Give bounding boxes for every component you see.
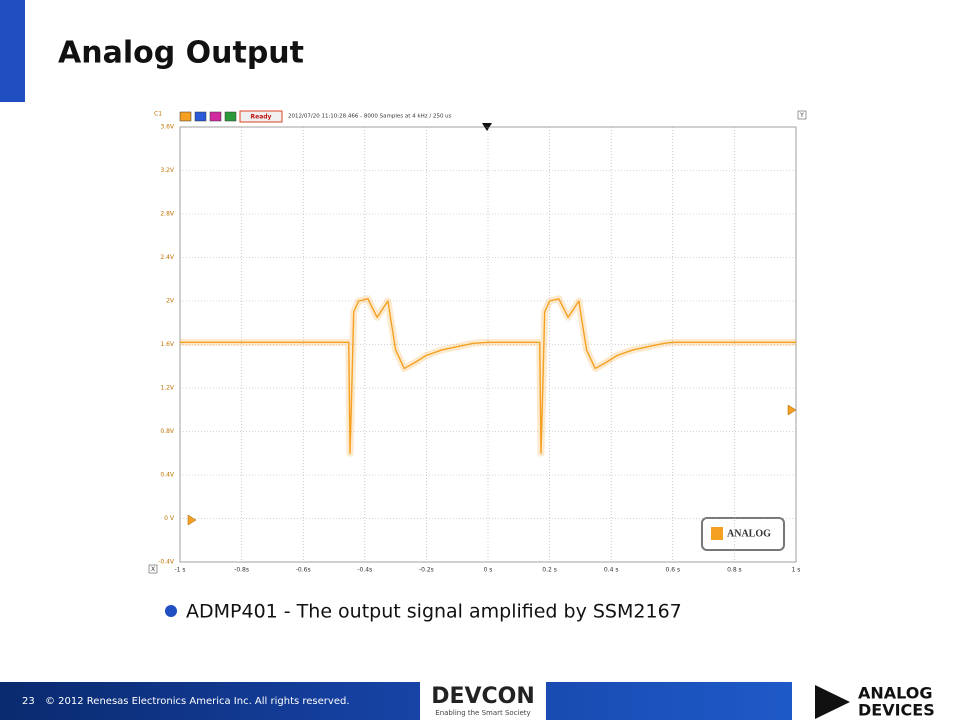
watermark-icon	[711, 527, 723, 540]
y-tick-label: 0.8V	[160, 428, 175, 435]
y-tick-label: 1.6V	[160, 341, 175, 348]
grid	[179, 126, 797, 563]
y-tick-label: 2V	[166, 298, 175, 305]
y-tick-label: 2.8V	[160, 211, 175, 218]
channel-button[interactable]	[179, 111, 192, 122]
y-tick-label: -0.4V	[158, 559, 175, 566]
x-tick-label: 1 s	[792, 567, 801, 574]
x-tick-label: 0.4 s	[604, 567, 619, 574]
channel-button[interactable]	[209, 111, 222, 122]
slide-title: Analog Output	[58, 36, 304, 71]
y-button-label: Y	[799, 112, 804, 119]
channel-button[interactable]	[194, 111, 207, 122]
y-tick-label: 2.4V	[160, 254, 175, 261]
page-number: 23	[22, 696, 35, 707]
y-tick-label: 0 V	[164, 515, 175, 522]
y-button[interactable]	[797, 110, 807, 120]
x-tick-label: -1 s	[174, 567, 185, 574]
y-tick-label: 1.2V	[160, 385, 175, 392]
channel-label: C1	[154, 111, 162, 118]
ground-marker	[187, 514, 197, 526]
status-box	[239, 110, 283, 123]
channel-button[interactable]	[224, 111, 237, 122]
watermark: ANALOG	[727, 528, 771, 539]
x-tick-label: 0 s	[484, 567, 493, 574]
x-button[interactable]	[148, 564, 158, 574]
copyright: © 2012 Renesas Electronics America Inc. …	[45, 696, 350, 707]
y-tick-label: 3.6V	[160, 124, 175, 131]
scope-screenshot: C1 Ready 2012/07/20 11:10:28.466 - 8000 …	[148, 110, 810, 576]
x-button-label: X	[151, 566, 155, 573]
y-tick-label: 3.2V	[160, 167, 175, 174]
company-logo-line: ANALOG	[858, 684, 933, 703]
footer-band	[0, 682, 792, 720]
x-tick-label: -0.8s	[234, 567, 249, 574]
x-tick-label: 0.6 s	[666, 567, 681, 574]
event-logo: DEVCON	[431, 684, 535, 709]
level-marker	[787, 404, 797, 416]
y-tick-label: 0.4V	[160, 472, 175, 479]
scope-header: 2012/07/20 11:10:28.466 - 8000 Samples a…	[288, 114, 452, 120]
bullet-dot	[165, 605, 177, 617]
signal-line	[180, 298, 796, 454]
x-tick-label: -0.2s	[419, 567, 434, 574]
event-logo-box	[420, 682, 546, 720]
company-logo-mark	[815, 685, 850, 719]
event-tagline: Enabling the Smart Society	[435, 709, 530, 717]
bullet-text: ADMP401 - The output signal amplified by…	[186, 601, 682, 623]
accent-bar	[0, 0, 25, 102]
company-logo-line: DEVICES	[858, 701, 935, 720]
x-tick-label: -0.4s	[357, 567, 372, 574]
x-tick-label: 0.8 s	[727, 567, 742, 574]
x-tick-label: -0.6s	[296, 567, 311, 574]
x-tick-label: 0.2 s	[542, 567, 557, 574]
watermark-box	[701, 517, 785, 551]
status: Ready	[251, 114, 272, 121]
